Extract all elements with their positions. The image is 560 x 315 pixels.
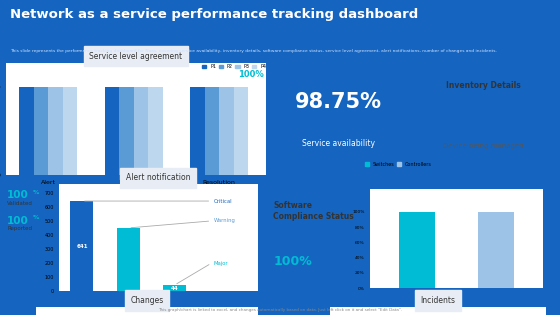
Title: Alert notification: Alert notification	[126, 173, 190, 182]
Text: 100: 100	[7, 190, 29, 200]
Text: Network as a service performance tracking dashboard: Network as a service performance trackin…	[10, 8, 418, 21]
Text: 641: 641	[76, 244, 88, 249]
Text: Service availability: Service availability	[302, 139, 375, 148]
Bar	[163, 285, 186, 291]
Bar	[478, 212, 514, 288]
Bar	[116, 228, 139, 291]
Bar	[63, 88, 77, 175]
Bar	[234, 88, 248, 175]
Text: 100: 100	[7, 215, 29, 226]
Text: Validated: Validated	[7, 201, 33, 206]
Text: Device being managed: Device being managed	[443, 143, 524, 149]
Text: 100%: 100%	[273, 255, 312, 268]
Text: 5900: 5900	[454, 107, 512, 127]
Bar	[19, 88, 34, 175]
Legend: P1, P2, P3, P4: P1, P2, P3, P4	[202, 64, 266, 69]
Title: Incidents: Incidents	[421, 296, 456, 305]
Title: Service level agreement: Service level agreement	[89, 52, 183, 61]
Text: %: %	[32, 190, 39, 195]
Text: Inventory Details: Inventory Details	[446, 81, 521, 90]
Bar	[399, 212, 435, 288]
Text: 98.75%: 98.75%	[295, 92, 382, 112]
Title: Changes: Changes	[130, 296, 164, 305]
Legend: Switches, Controllers: Switches, Controllers	[363, 160, 433, 169]
Text: Software
Compliance Status: Software Compliance Status	[273, 201, 354, 221]
Text: 44: 44	[170, 286, 178, 291]
Text: Warning: Warning	[214, 218, 236, 223]
Bar	[105, 88, 119, 175]
Bar	[190, 88, 204, 175]
Bar	[204, 88, 219, 175]
Bar	[34, 88, 48, 175]
Bar	[71, 201, 94, 291]
Text: 100%: 100%	[237, 70, 263, 79]
Bar	[119, 88, 134, 175]
Bar	[48, 88, 63, 175]
Text: Critical: Critical	[214, 198, 232, 203]
Text: This slide represents the performance tracking dashboard for Naas, covering serv: This slide represents the performance tr…	[10, 49, 497, 53]
Bar	[219, 88, 234, 175]
Bar	[134, 88, 148, 175]
Text: Reported: Reported	[7, 226, 32, 231]
Text: Major: Major	[214, 261, 228, 266]
Text: This graph/chart is linked to excel, and changes automatically based on data. Ju: This graph/chart is linked to excel, and…	[158, 308, 402, 312]
Text: %: %	[32, 215, 39, 220]
Bar	[148, 88, 163, 175]
